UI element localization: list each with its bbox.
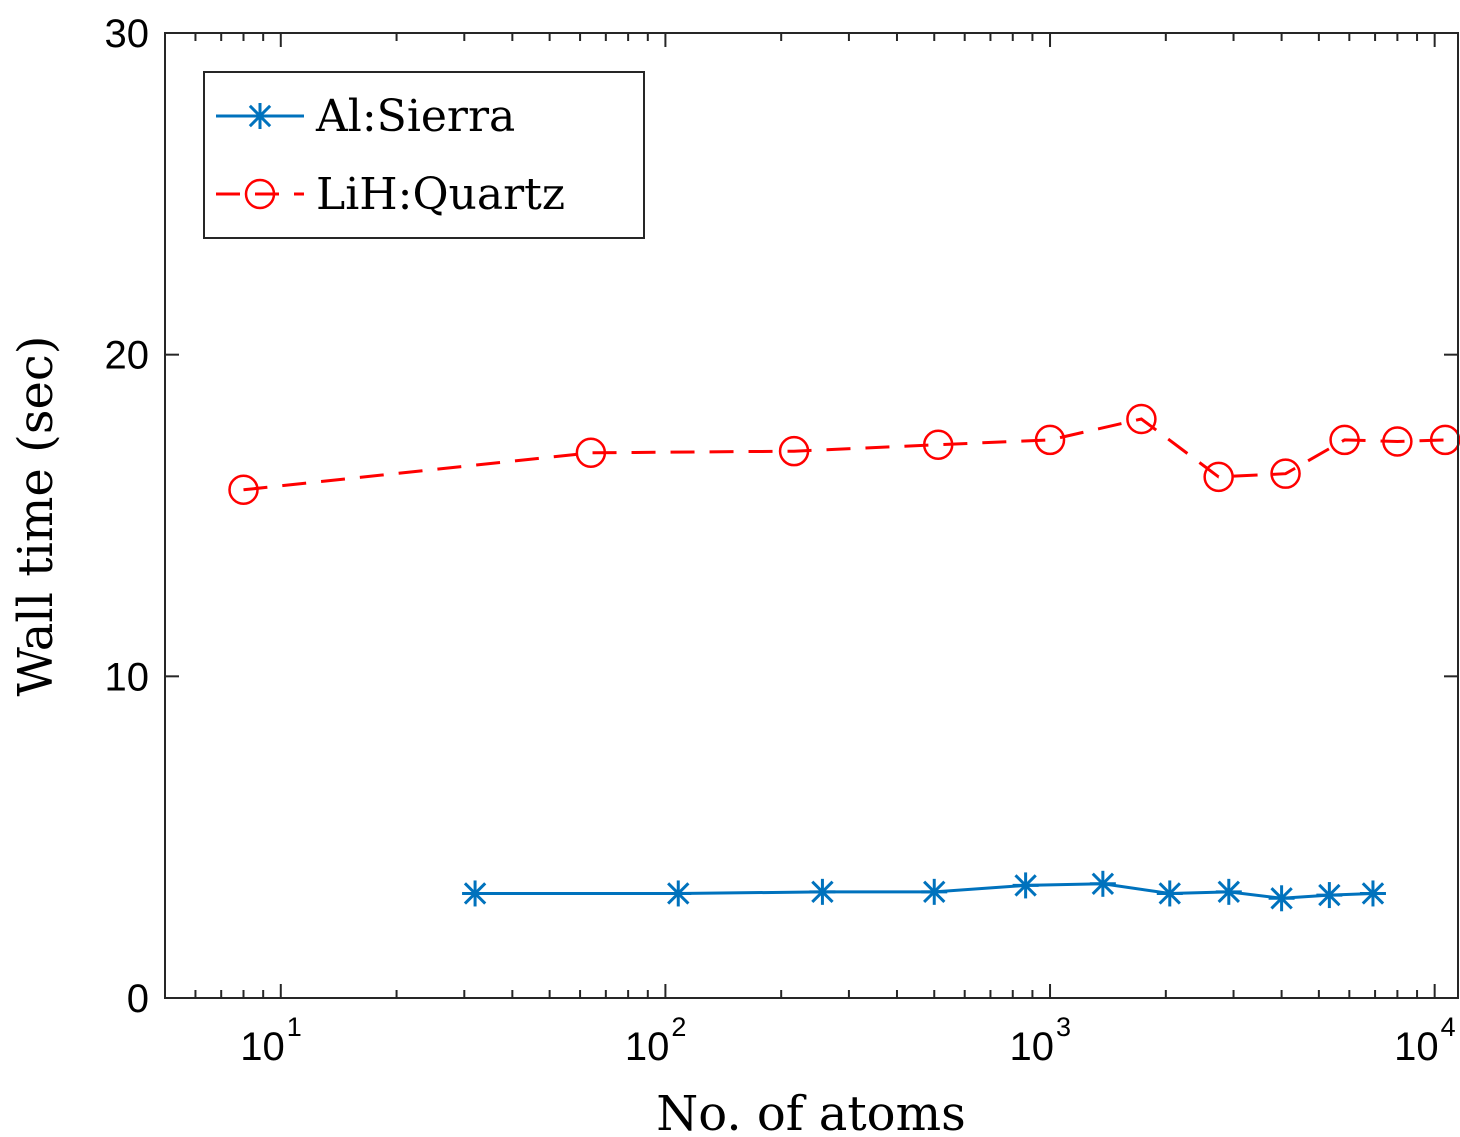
- asterisk-stroke: [463, 882, 487, 905]
- legend-label-lih-quartz: LiH:Quartz: [316, 169, 565, 220]
- series-line-lih-quartz: [243, 417, 1446, 492]
- series-lih-quartz: [228, 403, 1460, 506]
- data-point-lih-quartz: [1329, 424, 1360, 456]
- data-point-lih-quartz: [1034, 424, 1066, 456]
- asterisk-stroke: [1091, 872, 1115, 896]
- data-point-lih-quartz: [1203, 461, 1234, 493]
- y-tick-label: 10: [105, 655, 150, 699]
- plot-series: [228, 403, 1460, 912]
- series-al-sierra: [462, 870, 1386, 912]
- data-point-lih-quartz: [1382, 426, 1413, 457]
- x-tick-label: 10 2: [625, 1012, 687, 1069]
- data-point-lih-quartz: [922, 429, 954, 460]
- x-tick-label-base: 10: [1394, 1025, 1439, 1069]
- legend-entries: Al:Sierra LiH:Quartz: [216, 91, 565, 220]
- legend-label-al-sierra: Al:Sierra: [315, 91, 515, 142]
- x-tick-label-base: 10: [1010, 1025, 1055, 1069]
- data-point-lih-quartz: [1126, 403, 1157, 435]
- data-point-al-sierra: [921, 878, 948, 905]
- data-point-al-sierra: [1268, 885, 1295, 912]
- data-point-al-sierra: [462, 880, 489, 907]
- data-point-al-sierra: [1316, 882, 1343, 909]
- legend-entry-lih-quartz: LiH:Quartz: [216, 169, 565, 220]
- data-point-lih-quartz: [1429, 424, 1460, 456]
- y-axis-label: Wall time (sec): [8, 336, 64, 697]
- plot-area-frame: [164, 32, 1459, 999]
- legend-marker-lih-quartz: [244, 178, 276, 210]
- y-tick-label: 30: [105, 12, 150, 56]
- data-point-lih-quartz: [778, 435, 810, 467]
- legend-marker-al-sierra: [247, 103, 273, 129]
- asterisk-stroke: [923, 880, 946, 904]
- asterisk-stroke: [248, 104, 272, 128]
- y-tick-label: 0: [127, 977, 149, 1021]
- data-point-lih-quartz: [1270, 458, 1301, 489]
- y-tick-label: 20: [105, 334, 150, 378]
- x-tick-label-exponent: 2: [671, 1012, 686, 1042]
- axis-ticks: [164, 32, 1458, 999]
- asterisk-stroke: [1014, 874, 1037, 897]
- legend: Al:Sierra LiH:Quartz: [203, 71, 645, 239]
- data-point-al-sierra: [1215, 878, 1242, 905]
- data-point-lih-quartz: [228, 474, 259, 506]
- x-tick-label: 10 3: [1010, 1012, 1072, 1069]
- asterisk-stroke: [1217, 880, 1240, 904]
- x-tick-label-base: 10: [625, 1025, 670, 1069]
- data-point-al-sierra: [1359, 880, 1386, 907]
- asterisk-stroke: [1318, 883, 1341, 907]
- x-tick-label: 10 4: [1394, 1012, 1456, 1069]
- data-point-al-sierra: [1089, 870, 1116, 897]
- legend-box: [203, 71, 645, 239]
- asterisk-stroke: [1361, 882, 1385, 905]
- x-axis-label: No. of atoms: [656, 1086, 965, 1137]
- legend-entry-al-sierra: Al:Sierra: [216, 91, 515, 142]
- data-point-al-sierra: [809, 878, 836, 905]
- x-tick-label-exponent: 4: [1441, 1012, 1456, 1042]
- asterisk-stroke: [1270, 887, 1293, 910]
- x-tick-label-exponent: 3: [1056, 1012, 1071, 1042]
- data-point-al-sierra: [1156, 880, 1183, 907]
- x-tick-label: 10 1: [240, 1012, 302, 1069]
- x-tick-label-exponent: 1: [287, 1012, 302, 1042]
- x-tick-label-base: 10: [240, 1025, 285, 1069]
- asterisk-stroke: [811, 880, 834, 904]
- data-point-lih-quartz: [575, 437, 607, 469]
- data-point-al-sierra: [665, 880, 692, 907]
- data-point-al-sierra: [1012, 872, 1039, 899]
- asterisk-stroke: [1158, 882, 1181, 905]
- asterisk-stroke: [667, 882, 690, 905]
